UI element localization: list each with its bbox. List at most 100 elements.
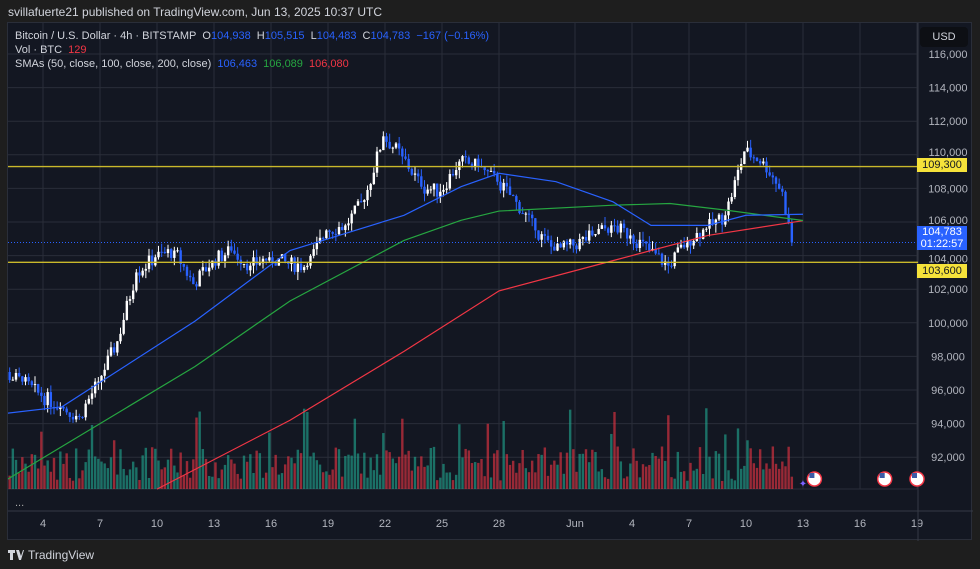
- volume-bar: [727, 470, 730, 489]
- volume-bar: [198, 411, 201, 489]
- candle-body: [325, 230, 328, 239]
- low-value: 104,483: [316, 30, 357, 42]
- candle-body: [768, 172, 771, 176]
- candle-body: [33, 384, 37, 386]
- volume-bar: [743, 465, 746, 489]
- volume-bar: [17, 473, 21, 489]
- symbol-name[interactable]: Bitcoin / U.S. Dollar · 4h · BITSTAMP: [15, 30, 197, 42]
- volume-bar: [698, 447, 702, 489]
- candle-body: [394, 143, 398, 148]
- candle-body: [682, 244, 686, 248]
- candle-body: [401, 148, 404, 157]
- volume-bar: [268, 432, 271, 489]
- volume-bar: [619, 461, 623, 489]
- x-tick-label: 13: [797, 518, 809, 530]
- candle-body: [188, 275, 192, 278]
- volume-bar: [353, 418, 357, 489]
- open-value: 104,938: [210, 30, 251, 42]
- volume-bar: [141, 455, 144, 489]
- candle-body: [252, 257, 255, 266]
- candle-body: [71, 416, 75, 420]
- candle-body: [378, 150, 382, 152]
- candle-body: [369, 184, 372, 190]
- volume-value: 129: [68, 44, 87, 56]
- volume-bar: [632, 448, 635, 489]
- volume-label[interactable]: Vol · BTC: [15, 44, 63, 56]
- volume-bar: [119, 449, 122, 489]
- volume-bar: [138, 479, 141, 489]
- candle-body: [176, 250, 179, 252]
- volume-bar: [375, 454, 379, 489]
- candle-body: [530, 214, 534, 219]
- candle-body: [97, 381, 100, 383]
- candle-body: [515, 196, 518, 202]
- candle-body: [125, 300, 129, 320]
- candle-body: [622, 223, 626, 229]
- volume-bar: [290, 457, 293, 489]
- candle-body: [619, 223, 623, 233]
- volume-bar: [97, 458, 100, 489]
- candle-body: [302, 267, 306, 271]
- volume-bar: [695, 468, 699, 489]
- volume-bar: [670, 477, 673, 489]
- volume-bar: [730, 478, 733, 489]
- candle-body: [416, 173, 420, 177]
- price-chart[interactable]: 92,000 94,000 96,000 98,000 100,000 102,000 10…: [8, 23, 973, 541]
- candle-body: [663, 261, 667, 265]
- volume-bar: [169, 448, 173, 489]
- close-value: 104,783: [370, 30, 411, 42]
- volume-bar: [701, 473, 705, 489]
- volume-bar: [116, 474, 119, 489]
- resistance-price-tag: 109,300: [917, 158, 967, 172]
- volume-bar: [454, 474, 458, 489]
- candle-body: [49, 392, 53, 408]
- volume-bar: [135, 467, 138, 489]
- volume-bar: [214, 462, 217, 489]
- candle-body: [293, 257, 296, 272]
- candle-body: [733, 180, 737, 198]
- currency-button[interactable]: USD: [920, 27, 968, 47]
- volume-bar: [401, 418, 404, 489]
- volume-bar: [100, 461, 103, 489]
- volume-bar: [407, 450, 410, 489]
- candle-body: [356, 201, 360, 206]
- candle-body: [363, 200, 366, 202]
- candle-body: [62, 406, 65, 409]
- tradingview-logo-icon: [8, 550, 24, 560]
- candle-body: [299, 263, 303, 271]
- candle-body: [27, 377, 30, 382]
- volume-bar: [616, 446, 619, 489]
- x-tick-label: 25: [436, 518, 448, 530]
- pane-more-button[interactable]: ...: [15, 497, 25, 509]
- volume-bar: [334, 447, 338, 489]
- volume-bar: [112, 440, 116, 489]
- candle-body: [790, 222, 794, 243]
- candle-body: [337, 227, 341, 235]
- volume-bar: [771, 446, 775, 489]
- candle-body: [527, 213, 531, 215]
- candle-body: [774, 177, 778, 184]
- candle-body: [705, 228, 708, 230]
- volume-bar: [439, 477, 442, 489]
- high-value: 105,515: [264, 30, 305, 42]
- candle-body: [220, 250, 224, 261]
- volume-bar: [43, 465, 46, 489]
- volume-bar: [673, 478, 676, 489]
- volume-bar: [470, 463, 474, 489]
- candle-body: [106, 355, 110, 370]
- chart-frame[interactable]: 92,000 94,000 96,000 98,000 100,000 102,000 10…: [7, 22, 973, 541]
- candle-body: [8, 372, 11, 381]
- y-tick-label: 96,000: [931, 385, 965, 397]
- candle-body: [201, 267, 205, 271]
- x-tick-label: 19: [911, 518, 923, 530]
- volume-bar: [252, 472, 255, 489]
- candle-body: [673, 252, 676, 267]
- candle-body: [116, 341, 119, 353]
- volume-bar: [610, 433, 613, 489]
- volume-bar: [359, 473, 363, 489]
- candle-body: [14, 372, 18, 380]
- candle-body: [758, 161, 762, 164]
- sma-label[interactable]: SMAs (50, close, 100, close, 200, close): [15, 58, 212, 70]
- candle-body: [654, 248, 657, 254]
- tradingview-logo[interactable]: TradingView: [8, 548, 94, 562]
